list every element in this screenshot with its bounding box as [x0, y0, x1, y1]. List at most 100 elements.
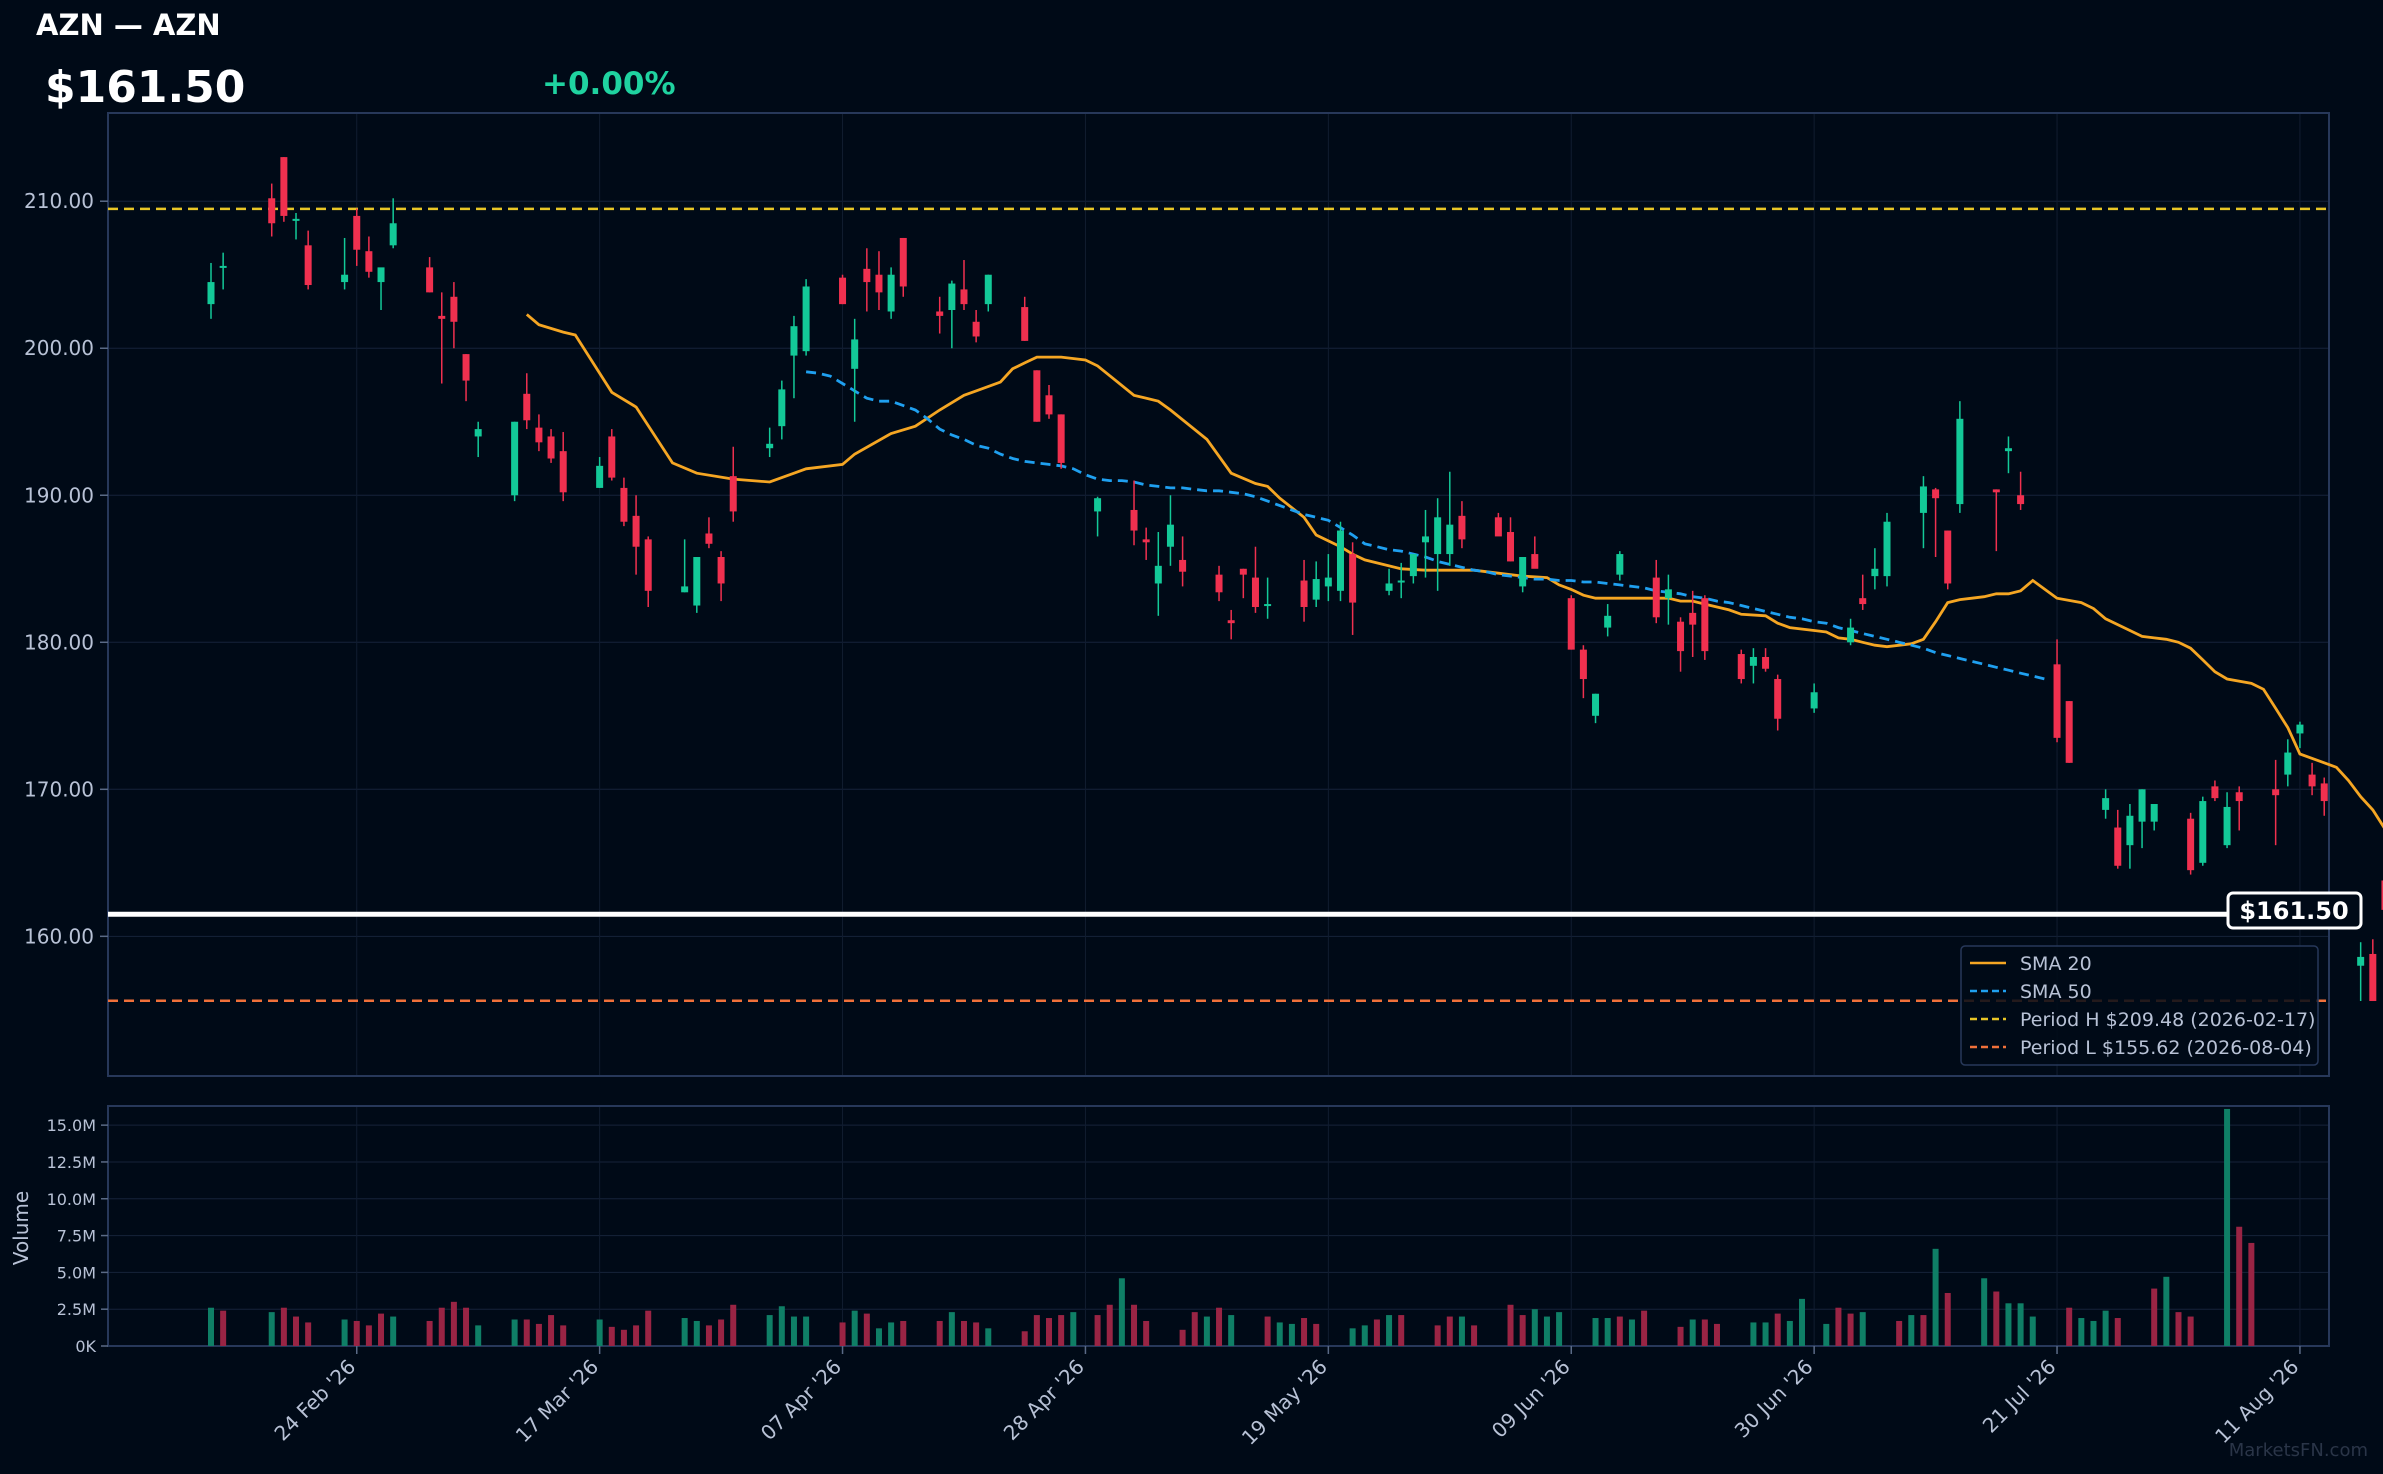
candle-body	[948, 283, 956, 311]
candle-body	[2211, 786, 2219, 799]
volume-bar	[1118, 1278, 1125, 1346]
candle	[280, 157, 288, 222]
candle-body	[304, 245, 312, 286]
volume-bar	[1313, 1323, 1320, 1346]
candle	[1434, 498, 1442, 591]
candle-body	[693, 557, 701, 606]
candle-body	[1422, 536, 1429, 543]
candle	[863, 248, 871, 312]
volume-bar	[1713, 1323, 1720, 1346]
candle	[1992, 489, 2000, 552]
volume-bar	[1592, 1318, 1599, 1346]
volume-bar	[438, 1307, 445, 1346]
candle	[851, 318, 859, 422]
candle-body	[960, 289, 968, 305]
candle	[1409, 554, 1417, 584]
volume-tick-label: 5.0M	[57, 1263, 96, 1282]
candle	[2017, 471, 2025, 510]
x-tick-label: 21 Jul '26	[1978, 1355, 2061, 1438]
volume-y-axis: 0K 2.5M 5.0M 7.5M 10.0M 12.5M 15.0M	[47, 1116, 108, 1356]
candle	[972, 310, 980, 343]
volume-bar	[1361, 1325, 1368, 1346]
candle-body	[1871, 568, 1879, 577]
candle-body	[1810, 692, 1818, 709]
candle	[559, 432, 567, 502]
y-tick-label: 170.00	[24, 777, 94, 801]
candle-body	[1919, 486, 1927, 513]
candle-body	[1349, 554, 1357, 603]
volume-tick-label: 10.0M	[47, 1190, 96, 1209]
volume-bar	[960, 1320, 967, 1346]
candle	[389, 198, 397, 249]
candle-body	[2102, 798, 2110, 810]
candle-body	[1616, 554, 1624, 575]
candle-body	[1531, 554, 1539, 569]
volume-bar	[1228, 1315, 1235, 1346]
candle	[1859, 574, 1867, 610]
candle	[2211, 780, 2219, 802]
candle-body	[547, 436, 555, 459]
legend: SMA 20 SMA 50 Period H $209.48 (2026-02-17…	[1960, 945, 2319, 1066]
candle-body	[1409, 554, 1417, 577]
volume-bar	[535, 1323, 542, 1346]
candle	[2053, 639, 2061, 743]
price-badge: $161.50	[2226, 891, 2363, 930]
candle	[547, 429, 555, 463]
volume-bar	[1301, 1318, 1308, 1346]
volume-bar	[1604, 1318, 1611, 1346]
candle-body	[1737, 654, 1745, 680]
candle-body	[839, 277, 847, 305]
volume-bar	[1774, 1313, 1781, 1346]
candle	[1677, 617, 1685, 672]
candle-body	[1652, 577, 1660, 618]
volume-bar	[1070, 1312, 1077, 1346]
candle-body	[2381, 880, 2383, 910]
volume-bar	[2005, 1303, 2012, 1346]
volume-bar	[1798, 1298, 1805, 1346]
candle	[523, 373, 531, 430]
candle-body	[2272, 789, 2280, 796]
candle-body	[1956, 418, 1964, 505]
volume-bar	[973, 1322, 980, 1346]
candle-body	[2308, 774, 2316, 787]
candle	[2065, 701, 2073, 763]
volume-bar	[1446, 1316, 1453, 1346]
candle	[1919, 476, 1927, 549]
candle	[450, 282, 458, 349]
candle-body	[2284, 752, 2292, 775]
candle	[1689, 590, 1697, 657]
volume-bar	[2187, 1316, 2194, 1346]
candle	[1045, 384, 1053, 419]
volume-bar	[2163, 1276, 2170, 1346]
candle-body	[790, 326, 798, 356]
candle	[207, 262, 215, 319]
candle	[2114, 809, 2122, 869]
candle	[1616, 551, 1624, 581]
price-badge-label: $161.50	[2239, 897, 2348, 925]
candle	[365, 236, 373, 278]
candle	[1774, 674, 1782, 731]
candle	[1385, 568, 1393, 596]
candle-body	[899, 237, 907, 287]
volume-bar	[1203, 1316, 1210, 1346]
candle-body	[1883, 521, 1891, 577]
candle-body	[863, 268, 871, 283]
candle-body	[2004, 448, 2012, 452]
candle-body	[1385, 583, 1393, 591]
volume-tick-label: 12.5M	[47, 1153, 96, 1172]
candle-body	[462, 354, 470, 381]
candle	[1531, 536, 1539, 569]
x-tick-label: 28 Apr '26	[999, 1355, 1089, 1445]
candle	[2235, 786, 2243, 831]
volume-bar	[888, 1322, 895, 1346]
candle-body	[2369, 953, 2377, 1002]
candle	[1033, 370, 1041, 422]
volume-bar	[875, 1328, 882, 1346]
candle	[1179, 536, 1187, 587]
price-y-axis: 160.00 170.00 180.00 190.00 200.00 210.00	[24, 189, 108, 948]
volume-bar	[2114, 1318, 2121, 1346]
candle-body	[1045, 395, 1053, 415]
volume-bar	[511, 1319, 518, 1346]
volume-bar	[2090, 1320, 2097, 1346]
candle	[1701, 595, 1709, 660]
